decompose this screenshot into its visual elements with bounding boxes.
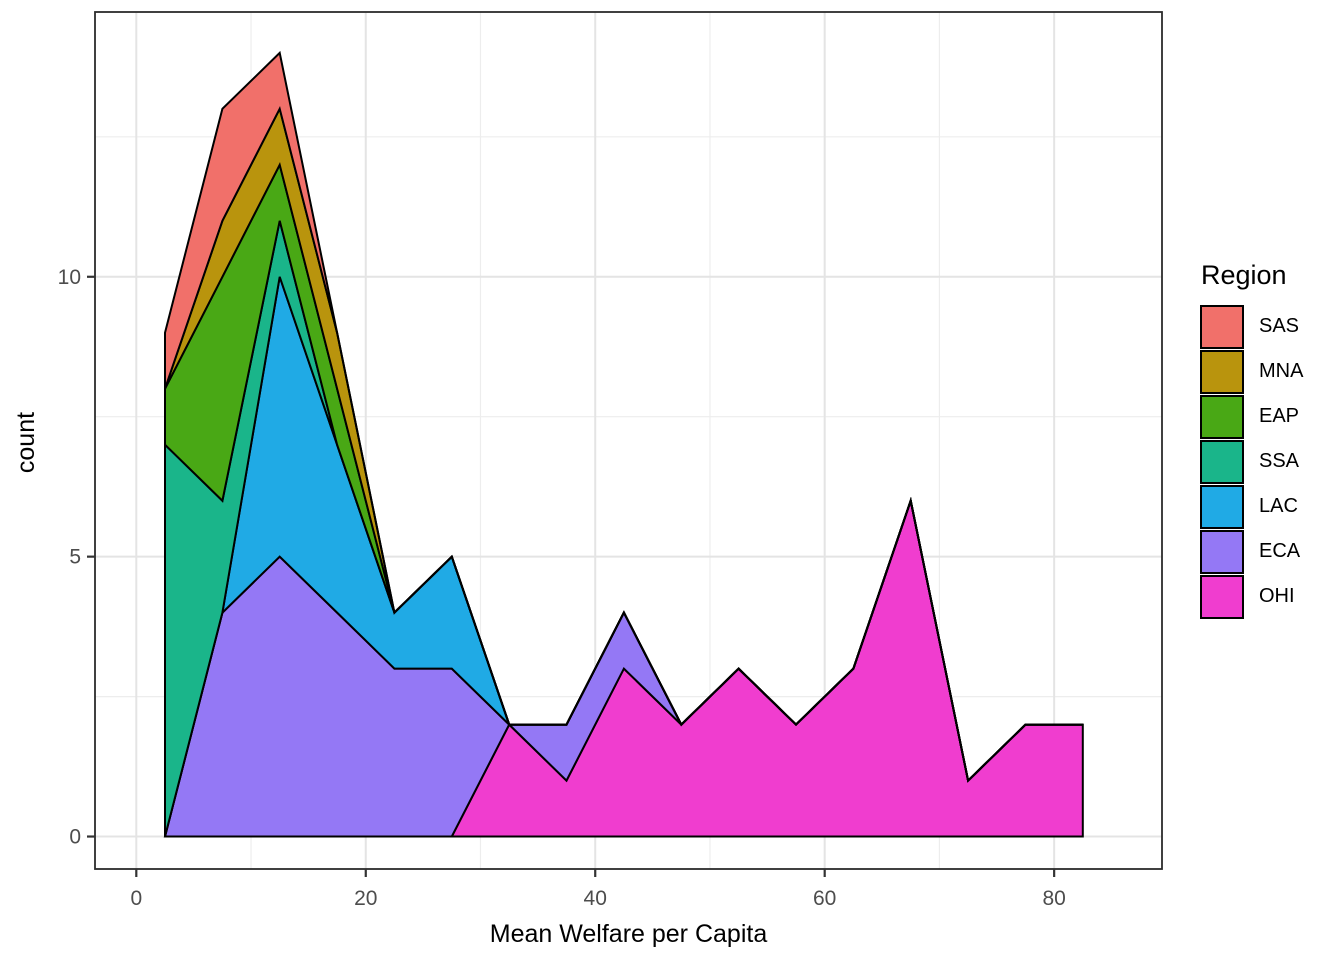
legend-item-EAP: EAP bbox=[1200, 394, 1303, 439]
legend-item-SAS: SAS bbox=[1200, 304, 1303, 349]
x-axis-title: Mean Welfare per Capita bbox=[489, 920, 768, 948]
legend-item-SSA: SSA bbox=[1200, 439, 1303, 484]
panel-border bbox=[94, 11, 1163, 870]
area-band-SAS bbox=[164, 50, 1083, 783]
legend-label-OHI: OHI bbox=[1259, 585, 1295, 607]
legend-swatch-MNA bbox=[1200, 349, 1244, 394]
x-tick-label: 0 bbox=[130, 887, 142, 910]
legend: Region SAS MNA EAP SSA LAC ECA OHI bbox=[1200, 260, 1303, 620]
x-tick-label: 40 bbox=[584, 887, 607, 910]
legend-item-OHI: OHI bbox=[1200, 574, 1303, 619]
y-tick-label: 5 bbox=[69, 546, 81, 569]
legend-item-MNA: MNA bbox=[1200, 349, 1304, 394]
legend-label-ECA: ECA bbox=[1259, 540, 1301, 562]
x-tick-label: 60 bbox=[813, 887, 836, 910]
y-axis-title: count bbox=[12, 411, 40, 474]
legend-items: SAS MNA EAP SSA LAC ECA OHI bbox=[1200, 304, 1304, 619]
x-tick-label: 20 bbox=[354, 887, 377, 910]
legend-swatch-OHI bbox=[1200, 574, 1244, 619]
legend-label-SSA: SSA bbox=[1259, 450, 1300, 472]
legend-item-LAC: LAC bbox=[1200, 484, 1303, 529]
legend-item-ECA: ECA bbox=[1200, 529, 1303, 574]
y-tick-label: 0 bbox=[69, 826, 81, 849]
legend-swatch-LAC bbox=[1200, 484, 1244, 529]
legend-label-EAP: EAP bbox=[1259, 405, 1300, 427]
legend-swatch-ECA bbox=[1200, 529, 1244, 574]
legend-label-MNA: MNA bbox=[1259, 360, 1304, 382]
y-tick-label: 10 bbox=[58, 266, 81, 289]
legend-label-LAC: LAC bbox=[1259, 495, 1298, 517]
x-tick-label: 80 bbox=[1042, 887, 1065, 910]
legend-swatch-SAS bbox=[1200, 304, 1244, 349]
legend-swatch-SSA bbox=[1200, 439, 1244, 484]
legend-label-SAS: SAS bbox=[1259, 315, 1300, 337]
legend-title: Region bbox=[1201, 260, 1287, 290]
legend-swatch-EAP bbox=[1200, 394, 1244, 439]
